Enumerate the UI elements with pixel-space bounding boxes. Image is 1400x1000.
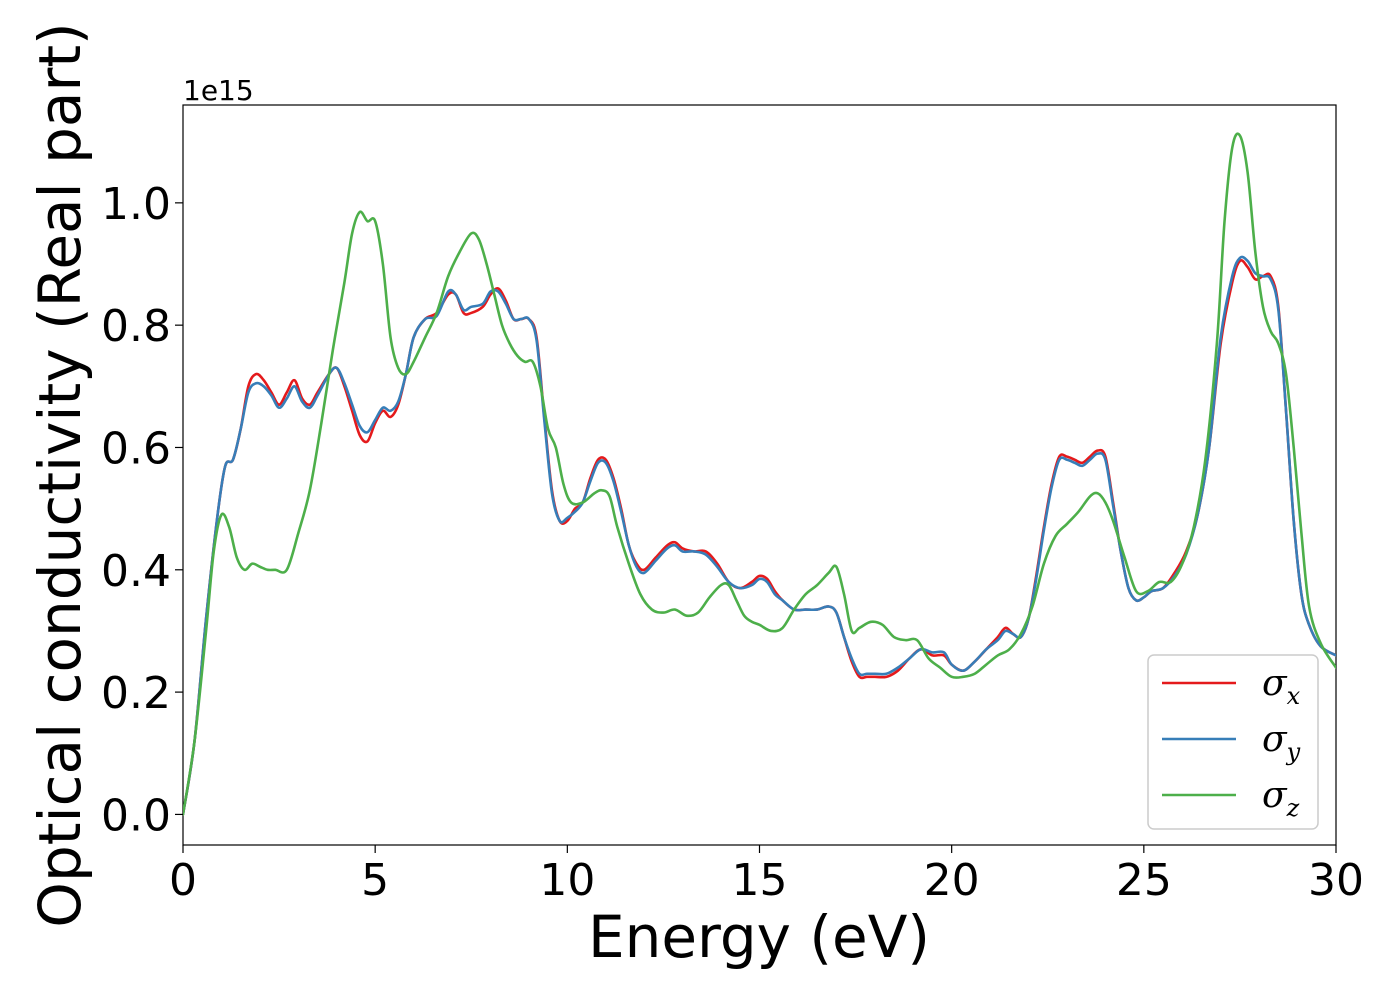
legend: σx σy σz [1147,654,1319,830]
y-axis-label: Optical conductivity (Real part) [26,22,94,927]
y-tick-label: 0.0 [101,790,171,841]
x-axis-label: Energy (eV) [588,903,930,971]
series-line-z [183,132,1336,816]
legend-label-z: σz [1262,775,1300,822]
x-tick-label: 25 [1116,855,1172,906]
y-offset-label: 1e15 [183,74,254,107]
legend-label-x: σx [1262,663,1301,710]
x-axis: 0 5 10 15 20 25 30 [169,845,1364,906]
x-tick-label: 10 [539,855,595,906]
legend-box [1147,654,1319,830]
x-tick-label: 15 [732,855,788,906]
x-tick-label: 5 [361,855,389,906]
x-tick-label: 0 [169,855,197,906]
y-tick-label: 1.0 [101,179,171,230]
y-axis: 0.0 0.2 0.4 0.6 0.8 1.0 [101,179,183,841]
x-tick-label: 20 [924,855,980,906]
y-tick-label: 0.8 [101,301,171,352]
x-tick-label: 30 [1308,855,1364,906]
series-line-y [183,255,1336,816]
y-tick-label: 0.6 [101,423,171,474]
y-tick-label: 0.4 [101,546,171,597]
y-tick-label: 0.2 [101,668,171,719]
legend-label-y: σy [1262,719,1301,766]
